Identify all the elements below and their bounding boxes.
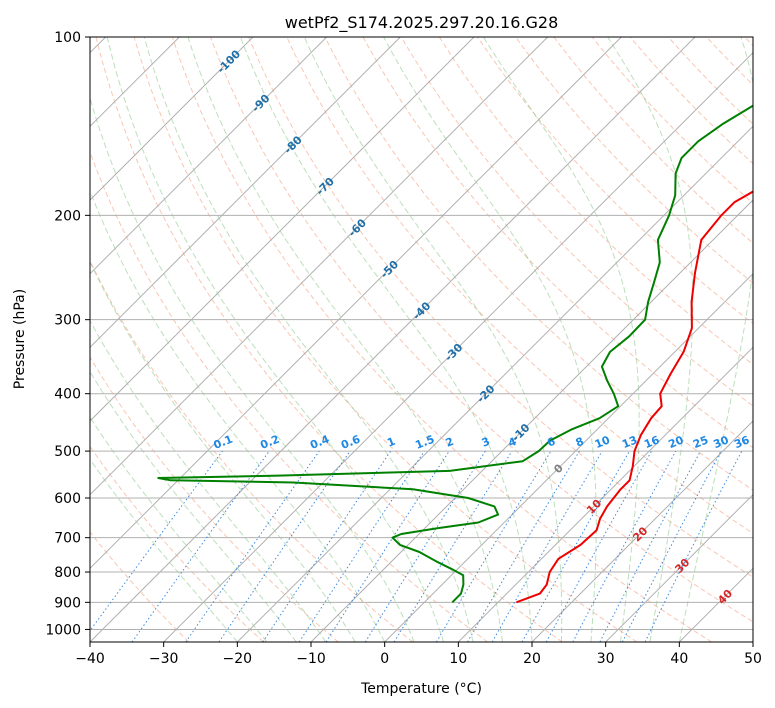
y-tick-label: 300 <box>54 313 81 329</box>
dry-adiabat-line <box>591 37 753 204</box>
mixing-ratio-line <box>521 450 630 642</box>
mixing-ratio-line <box>131 450 270 642</box>
mixing-ratio-label: 2 <box>444 435 456 450</box>
dry-adiabat-line <box>553 37 753 244</box>
y-tick-label: 500 <box>54 444 81 460</box>
dry-adiabat-line <box>324 37 753 491</box>
plot-area <box>90 37 753 642</box>
y-tick-label: 400 <box>54 387 81 403</box>
mixing-ratio-label: 36 <box>732 433 751 451</box>
moist-adiabat-line <box>607 37 694 642</box>
isotherm-line <box>90 37 328 275</box>
dry-adiabat-line <box>95 37 563 642</box>
x-tick-label: 30 <box>597 651 615 667</box>
x-tick-label: −10 <box>296 651 326 667</box>
mixing-ratio-label: 20 <box>666 433 685 451</box>
y-tick-label: 700 <box>54 531 81 547</box>
isotherm-line <box>90 37 696 642</box>
moist-adiabat-line <box>90 370 297 642</box>
isotherm-line <box>90 37 254 201</box>
dry-adiabat-line <box>477 37 753 325</box>
dry-adiabat-line <box>90 259 414 642</box>
y-tick-label: 200 <box>54 208 81 224</box>
moist-adiabat-line <box>187 37 503 642</box>
isotherm-line <box>236 125 753 642</box>
moist-adiabat-line <box>143 37 474 642</box>
isotherm-line <box>90 37 401 349</box>
x-tick-label: 20 <box>523 651 541 667</box>
mixing-ratio-line <box>393 450 513 642</box>
isotherm-line <box>90 37 549 496</box>
moist-adiabat-line <box>239 37 533 642</box>
x-tick-label: 50 <box>744 651 762 667</box>
series-layer <box>157 104 753 604</box>
dry-adiabat-line <box>286 37 753 534</box>
mixing-ratio-label: 25 <box>691 433 710 451</box>
x-tick-label: −30 <box>149 651 179 667</box>
dry-adiabat-line <box>171 37 712 642</box>
dry-adiabat-line <box>133 37 638 642</box>
dry-adiabat-line <box>90 356 339 642</box>
moist-adiabat-line <box>303 37 563 642</box>
moist-adiabat-line <box>90 416 268 642</box>
y-axis-label: Pressure (hPa) <box>12 289 28 389</box>
isotherm-line <box>531 420 753 642</box>
x-tick-label: −40 <box>75 651 105 667</box>
mixing-ratio-line <box>572 450 677 642</box>
isotherm-line <box>605 493 753 642</box>
isotherm-line <box>90 37 622 570</box>
x-axis-label: Temperature (°C) <box>360 681 482 697</box>
dry-adiabat-line <box>90 150 488 642</box>
dry-adiabat-line <box>438 37 753 366</box>
mixing-ratio-label: 13 <box>620 433 639 451</box>
mixing-ratio-label: 30 <box>712 433 731 451</box>
mixing-ratio-label: 3 <box>480 435 492 450</box>
isotherm-line <box>163 51 753 642</box>
mixing-ratio-line <box>90 450 223 632</box>
y-tick-label: 900 <box>54 595 81 611</box>
dry-adiabat-line <box>210 37 753 623</box>
mixing-ratio-label: 16 <box>642 433 661 451</box>
isotherm-line <box>457 346 753 642</box>
tick-layer: −40 −30 −20 −10 0 10 20 30 40 50 1000 900 800 700 600 5… <box>45 30 762 667</box>
mixing-ratio-label: 1 <box>385 435 397 450</box>
moist-adiabat-line <box>90 458 238 642</box>
y-tick-label: 100 <box>54 30 81 46</box>
mixing-ratio-line <box>298 450 425 642</box>
x-tick-label: −20 <box>223 651 253 667</box>
moist-adiabat-line <box>482 37 640 642</box>
chart-title: wetPf2_S174.2025.297.20.16.G28 <box>285 13 559 33</box>
mixing-ratio-line <box>262 450 392 642</box>
dewpoint-line <box>157 104 753 604</box>
plot-frame <box>89 36 754 643</box>
moist-adiabat-line <box>678 37 753 642</box>
x-tick-label: 40 <box>670 651 688 667</box>
mixing-ratio-line <box>185 450 320 642</box>
moist-adiabat-line <box>383 37 597 642</box>
moist-adiabat-line <box>90 260 356 642</box>
isotherm-line <box>90 37 475 422</box>
y-tick-label: 600 <box>54 491 81 507</box>
dry-adiabat-line <box>90 531 190 642</box>
mixing-ratio-line <box>644 450 743 642</box>
dry-adiabat-line <box>248 37 753 578</box>
isotherm-line <box>310 199 753 642</box>
mixing-ratio-line <box>325 450 450 642</box>
moist-adiabat-line <box>90 189 386 642</box>
y-tick-label: 800 <box>54 565 81 581</box>
x-tick-label: 0 <box>380 651 389 667</box>
mixing-ratio-label: 8 <box>574 435 586 450</box>
mixing-ratio-line <box>545 450 653 642</box>
dry-adiabat-line <box>400 37 753 407</box>
mixing-ratio-label: 10 <box>593 433 612 451</box>
x-tick-label: 10 <box>449 651 467 667</box>
temperature-line <box>516 190 753 604</box>
mixing-ratio-line <box>218 450 351 642</box>
y-tick-label: 1000 <box>45 622 81 638</box>
